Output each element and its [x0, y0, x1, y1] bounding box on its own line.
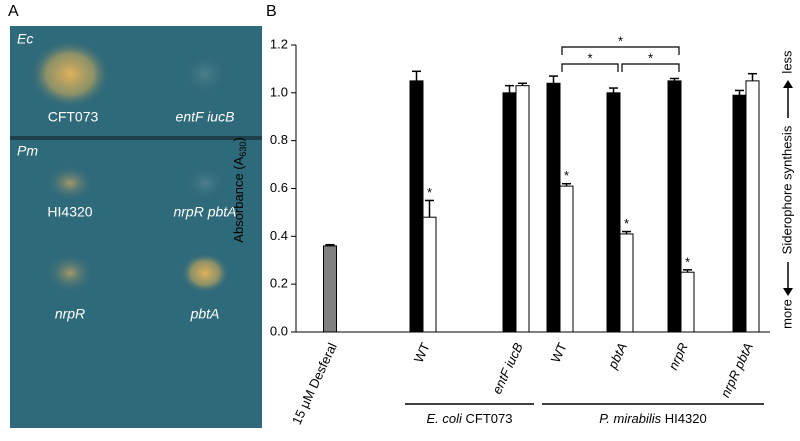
significance-star: *	[685, 254, 690, 269]
significance-bracket	[621, 63, 680, 72]
right-label-text: Siderophore synthesis	[779, 125, 794, 254]
arrow-head	[783, 288, 793, 296]
bar	[515, 85, 530, 333]
group-label-text: CFT073	[466, 411, 513, 426]
y-tick-label: 1.0	[270, 84, 288, 99]
group-label-italic: E. coli	[427, 411, 464, 426]
strain-label: HI4320	[47, 204, 92, 220]
strain-label: nrpR	[55, 306, 85, 322]
panel-label: A	[8, 3, 19, 20]
strain-label: pbtA	[190, 306, 220, 322]
bar	[559, 185, 574, 333]
bar	[323, 245, 337, 333]
x-tick-label: nrpR	[665, 340, 691, 372]
group-label: P. mirabilis HI4320	[599, 411, 706, 426]
colony	[183, 54, 227, 94]
significance-star: *	[427, 185, 432, 200]
bar	[546, 82, 561, 333]
strain-label: nrpR pbtA	[173, 204, 236, 220]
right-label: less Siderophore synthesis more	[779, 50, 794, 329]
bar	[680, 271, 695, 333]
strain-label: CFT073	[48, 109, 99, 125]
significance-star: *	[648, 50, 653, 65]
bar	[606, 92, 621, 333]
significance-star: *	[624, 216, 629, 231]
y-axis-label: Absorbance (A630)	[231, 137, 248, 242]
bar	[619, 233, 634, 333]
colony	[185, 166, 225, 200]
x-tick-label: entF iucB	[489, 340, 526, 396]
plate-label: Pm	[17, 143, 38, 159]
plate-photo: A Ec CFT073 entF iucB Pm HI4320 nrpR pbt…	[8, 3, 262, 428]
significance-star: *	[564, 168, 569, 183]
bar	[422, 216, 437, 333]
significance-star: *	[618, 33, 623, 48]
plate-label: Ec	[17, 31, 33, 47]
x-tick-label: nrpR pbtA	[717, 340, 755, 399]
y-tick-label: 0.4	[270, 228, 288, 243]
x-tick-label: WT	[411, 340, 433, 365]
significance-bracket	[561, 63, 619, 72]
colony	[181, 253, 229, 293]
colony	[46, 253, 94, 293]
strain-label: entF iucB	[176, 109, 235, 125]
group-label-italic: P. mirabilis	[599, 411, 661, 426]
colony	[46, 165, 94, 201]
plate-divider	[10, 136, 262, 140]
significance-star: *	[587, 50, 592, 65]
y-tick-label: 1.2	[270, 36, 288, 51]
significance-bracket	[561, 46, 680, 55]
right-label-low: more	[779, 299, 794, 329]
group-label: E. coli CFT073	[427, 411, 513, 426]
bar	[502, 92, 517, 333]
colony	[30, 40, 110, 108]
arrow-head	[783, 80, 793, 88]
panel-label: B	[266, 3, 277, 20]
bar	[409, 80, 424, 333]
bar	[667, 80, 682, 333]
y-tick-label: 0.8	[270, 132, 288, 147]
y-tick-label: 0.6	[270, 180, 288, 195]
y-tick-label: 0.2	[270, 276, 288, 291]
group-label-text: HI4320	[665, 411, 707, 426]
right-label-high: less	[779, 50, 794, 74]
x-tick-label: WT	[548, 340, 570, 365]
bar	[732, 94, 747, 333]
x-tick-label: 15 μM Desferal	[289, 340, 340, 427]
y-tick-label: 0.0	[270, 323, 288, 338]
bar	[745, 80, 760, 333]
x-tick-label: pbtA	[605, 340, 630, 371]
